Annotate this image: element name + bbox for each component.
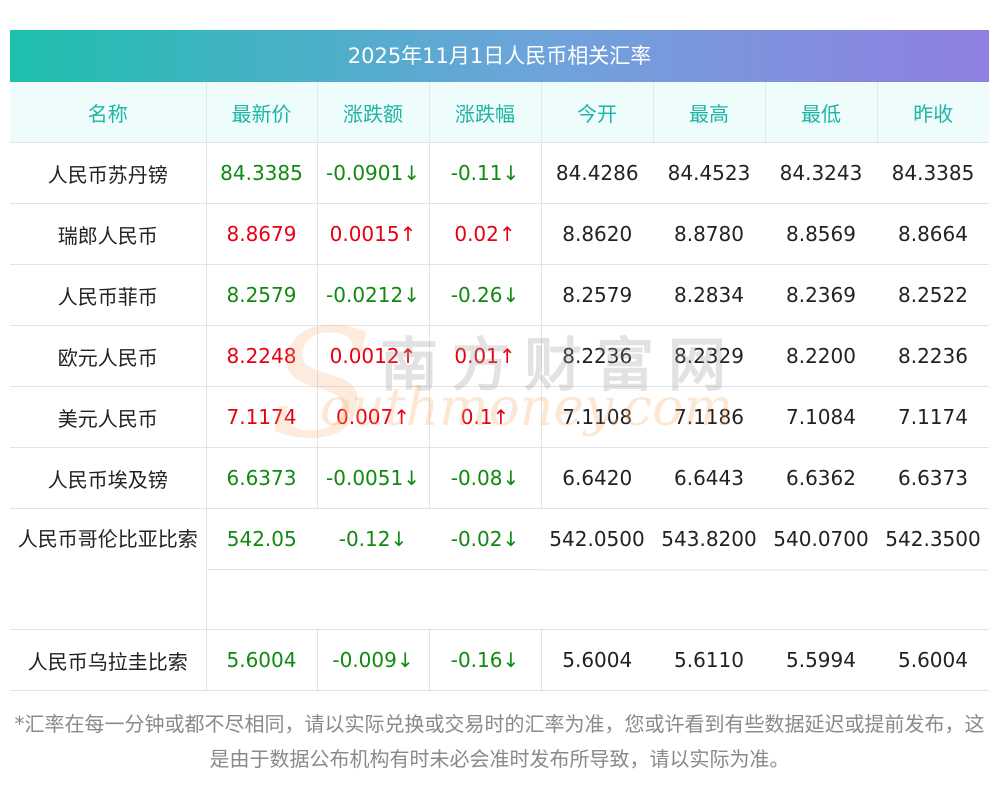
cell-latest: 8.8679 [206, 203, 318, 265]
cell-latest: 8.2579 [206, 264, 318, 326]
header-latest: 最新价 [206, 82, 318, 143]
table-header-row: 名称 最新价 涨跌额 涨跌幅 今开 最高 最低 昨收 [10, 82, 989, 143]
footnote: *汇率在每一分钟或都不尽相同，请以实际兑换或交易时的汇率为准，您或许看到有些数据… [14, 712, 985, 771]
rates-panel: 2025年11月1日人民币相关汇率 名称 最新价 涨跌额 涨跌幅 今开 最高 最… [10, 30, 989, 691]
cell-name: 人民币菲币 [10, 264, 207, 326]
table-row: 人民币菲币 8.2579 -0.0212↓ -0.26↓ 8.2579 8.2834 8.2… [10, 264, 989, 326]
cell-pct: 0.02↑ [429, 203, 542, 265]
header-prev: 昨收 [877, 82, 989, 143]
cell-high: 6.6443 [653, 447, 765, 509]
cell-low: 7.1084 [765, 386, 877, 448]
cell-high: 543.8200 [653, 508, 765, 630]
cell-change: 0.0012↑ [317, 325, 430, 387]
cell-latest: 542.05 [206, 508, 317, 630]
cell-latest: 6.6373 [206, 447, 318, 509]
cell-high: 8.2329 [653, 325, 765, 387]
cell-high: 5.6110 [653, 629, 765, 691]
cell-latest: 5.6004 [206, 629, 318, 691]
cell-pct: -0.11↓ [429, 142, 542, 204]
header-change: 涨跌额 [317, 82, 430, 143]
cell-pct: -0.26↓ [429, 264, 542, 326]
cell-low: 8.8569 [765, 203, 877, 265]
cell-low: 8.2200 [765, 325, 877, 387]
cell-pct: -0.08↓ [429, 447, 542, 509]
cell-latest: 8.2248 [206, 325, 318, 387]
header-pct: 涨跌幅 [429, 82, 542, 143]
table-row: 美元人民币 7.1174 0.007↑ 0.1↑ 7.1108 7.1186 7.1084 7… [10, 386, 989, 448]
cell-prev: 542.3500 [877, 508, 989, 630]
table-row: 瑞郎人民币 8.8679 0.0015↑ 0.02↑ 8.8620 8.8780 8.856… [10, 203, 989, 265]
cell-change: -0.009↓ [317, 629, 430, 691]
cell-high: 84.4523 [653, 142, 765, 204]
cell-name: 欧元人民币 [10, 325, 207, 387]
table-row: 欧元人民币 8.2248 0.0012↑ 0.01↑ 8.2236 8.2329 8.220… [10, 325, 989, 387]
cell-change: 0.007↑ [317, 386, 430, 448]
cell-name: 人民币苏丹镑 [10, 142, 207, 204]
cell-open: 8.8620 [541, 203, 653, 265]
cell-low: 84.3243 [765, 142, 877, 204]
header-open: 今开 [541, 82, 654, 143]
table-title: 2025年11月1日人民币相关汇率 [10, 30, 989, 82]
cell-open: 8.2236 [541, 325, 653, 387]
cell-high: 8.8780 [653, 203, 765, 265]
cell-pct: -0.16↓ [429, 629, 542, 691]
cell-change: -0.12↓ [317, 508, 429, 630]
header-name: 名称 [10, 82, 207, 143]
cell-pct: 0.1↑ [429, 386, 542, 448]
cell-low: 8.2369 [765, 264, 877, 326]
cell-name: 人民币埃及镑 [10, 447, 207, 509]
cell-change: -0.0212↓ [317, 264, 430, 326]
cell-open: 84.4286 [541, 142, 653, 204]
cell-latest: 7.1174 [206, 386, 318, 448]
cell-prev: 7.1174 [877, 386, 989, 448]
cell-high: 7.1186 [653, 386, 765, 448]
cell-prev: 6.6373 [877, 447, 989, 509]
header-high: 最高 [653, 82, 766, 143]
cell-prev: 5.6004 [877, 629, 989, 691]
cell-latest: 84.3385 [206, 142, 318, 204]
cell-change: 0.0015↑ [317, 203, 430, 265]
cell-name: 人民币乌拉圭比索 [10, 629, 207, 691]
table-row: 人民币乌拉圭比索 5.6004 -0.009↓ -0.16↓ 5.6004 5.6110 5… [10, 629, 989, 691]
table-row: 人民币哥伦比亚比索 542.05 -0.12↓ -0.02↓ 542.0500 543.8… [10, 508, 989, 630]
table-row: 人民币埃及镑 6.6373 -0.0051↓ -0.08↓ 6.6420 6.6443 6.… [10, 447, 989, 509]
cell-pct: -0.02↓ [429, 508, 541, 630]
cell-low: 540.0700 [765, 508, 877, 630]
cell-name: 瑞郎人民币 [10, 203, 207, 265]
cell-prev: 84.3385 [877, 142, 989, 204]
header-low: 最低 [765, 82, 878, 143]
cell-open: 542.0500 [541, 508, 653, 630]
cell-low: 6.6362 [765, 447, 877, 509]
cell-pct: 0.01↑ [429, 325, 542, 387]
cell-prev: 8.8664 [877, 203, 989, 265]
table-row: 人民币苏丹镑 84.3385 -0.0901↓ -0.11↓ 84.4286 84.452… [10, 142, 989, 204]
cell-change: -0.0901↓ [317, 142, 430, 204]
cell-name: 美元人民币 [10, 386, 207, 448]
cell-name: 人民币哥伦比亚比索 [10, 508, 207, 630]
cell-change: -0.0051↓ [317, 447, 430, 509]
cell-open: 5.6004 [541, 629, 653, 691]
cell-open: 6.6420 [541, 447, 653, 509]
cell-prev: 8.2522 [877, 264, 989, 326]
cell-high: 8.2834 [653, 264, 765, 326]
cell-open: 8.2579 [541, 264, 653, 326]
cell-open: 7.1108 [541, 386, 653, 448]
cell-low: 5.5994 [765, 629, 877, 691]
cell-prev: 8.2236 [877, 325, 989, 387]
exchange-rate-table: 名称 最新价 涨跌额 涨跌幅 今开 最高 最低 昨收 人民币苏丹镑 84.3385… [10, 82, 989, 691]
